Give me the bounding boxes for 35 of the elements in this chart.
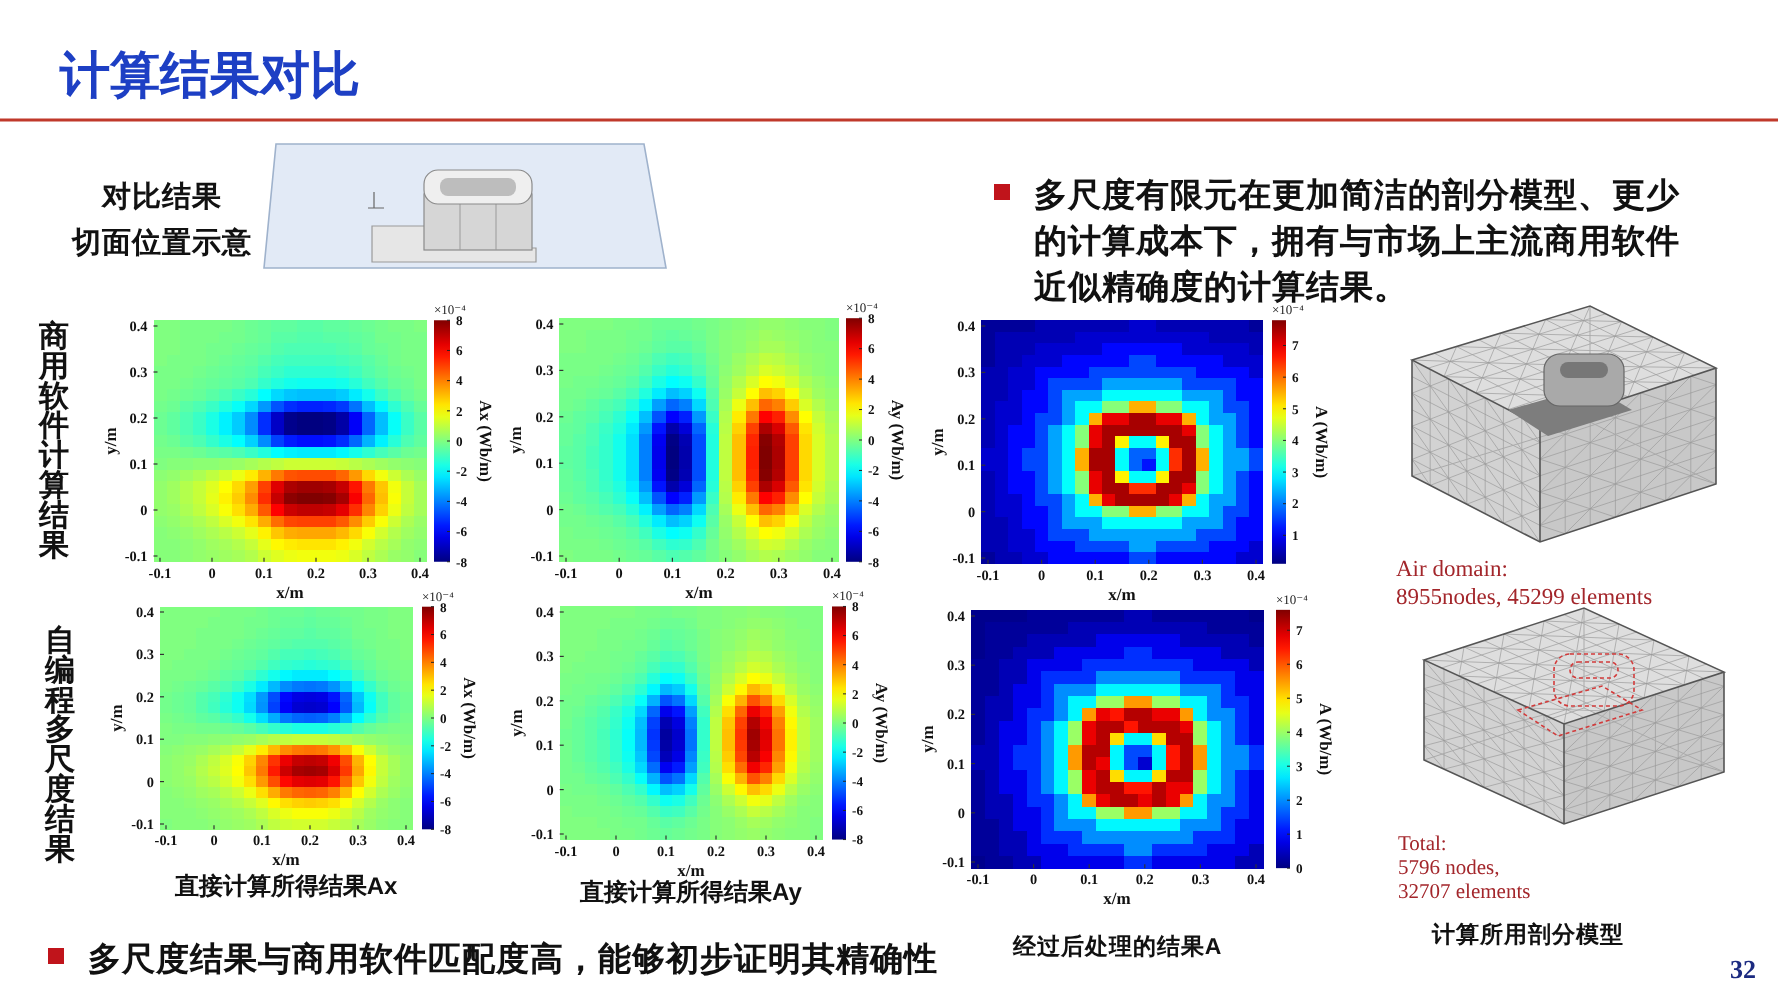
color-bar-title: Ay (Wb/m) <box>888 399 908 481</box>
text: 32 <box>1730 954 1756 984</box>
text: 切面位置示意 <box>70 226 254 260</box>
text: 商用软件计算结果 <box>37 318 71 563</box>
color-bar-title: Ax (Wb/m) <box>476 400 496 483</box>
text: 32707 elements <box>1398 882 1531 904</box>
y-axis-title: y/m <box>505 709 526 737</box>
text: 计算所用剖分模型 <box>1430 920 1624 948</box>
y-axis-title: y/m <box>917 725 938 753</box>
x-axis-title: x/m <box>1108 583 1136 604</box>
x-axis-title: x/m <box>276 581 304 602</box>
text: 5796 nodes, <box>1398 858 1500 880</box>
x-axis-title: x/m <box>272 849 300 870</box>
y-axis-title: y/m <box>106 704 126 732</box>
y-axis-title: y/m <box>505 426 526 454</box>
x-axis-title: x/m <box>685 581 713 602</box>
x-axis-title: x/m <box>677 859 705 880</box>
y-axis-title: y/m <box>927 428 948 456</box>
text: 直接计算所得结果Ax <box>172 872 398 900</box>
color-bar-title: A (Wb/m) <box>1312 405 1332 479</box>
text: 经过后处理的结果A <box>1010 932 1222 960</box>
text: 直接计算所得结果Ay <box>578 878 803 906</box>
color-bar-title: Ax (Wb/m) <box>460 677 480 760</box>
color-bar-title: Ay (Wb/m) <box>872 682 892 764</box>
text: 对比结果 <box>100 180 224 214</box>
x-axis-title: x/m <box>1103 888 1131 909</box>
text: 多尺度有限元在更加简洁的剖分模型、更少的计算成本下，拥有与市场上主流商用软件近似精确度的计算结果。 <box>1032 176 1682 306</box>
text: 自编程多尺度结果 <box>43 624 77 867</box>
text: 计算结果对比 <box>58 48 360 104</box>
text: Air domain: <box>1396 558 1508 582</box>
text: Total: <box>1398 834 1447 856</box>
color-bar-title: A (Wb/m) <box>1316 702 1336 776</box>
y-axis-title: y/m <box>99 427 120 455</box>
text: 多尺度结果与商用软件匹配度高，能够初步证明其精确性 <box>88 940 938 978</box>
text: 8955nodes, 45299 elements <box>1396 586 1654 610</box>
